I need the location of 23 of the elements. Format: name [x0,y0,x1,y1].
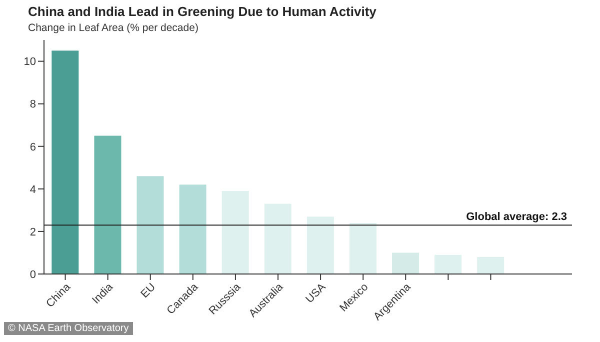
bar [222,191,249,274]
bar [264,204,292,274]
text: © NASA Earth Observatory [4,322,133,335]
y-tick-label: 6 [30,141,36,154]
bar [179,184,206,274]
bar [349,222,376,274]
bar [477,256,504,274]
bar [52,50,79,274]
y-tick-label: 0 [30,268,36,281]
x-tick-label: EU [138,281,158,300]
y-tick-label: 8 [30,98,36,111]
chart-subtitle: Change in Leaf Area (% per decade) [28,22,198,34]
y-tick-label: 2 [30,226,36,238]
bar [136,176,164,274]
chart-title: China and India Lead in Greening Due to Human Activity [28,4,376,19]
y-tick-label: 10 [24,56,36,68]
ref-line-label: Global average: 2.3 [466,211,567,224]
bar [392,252,420,274]
bar [94,136,122,274]
y-tick-label: 4 [30,184,36,196]
x-tick-label: USA [304,280,329,306]
bar [434,254,462,274]
bar [306,216,334,274]
